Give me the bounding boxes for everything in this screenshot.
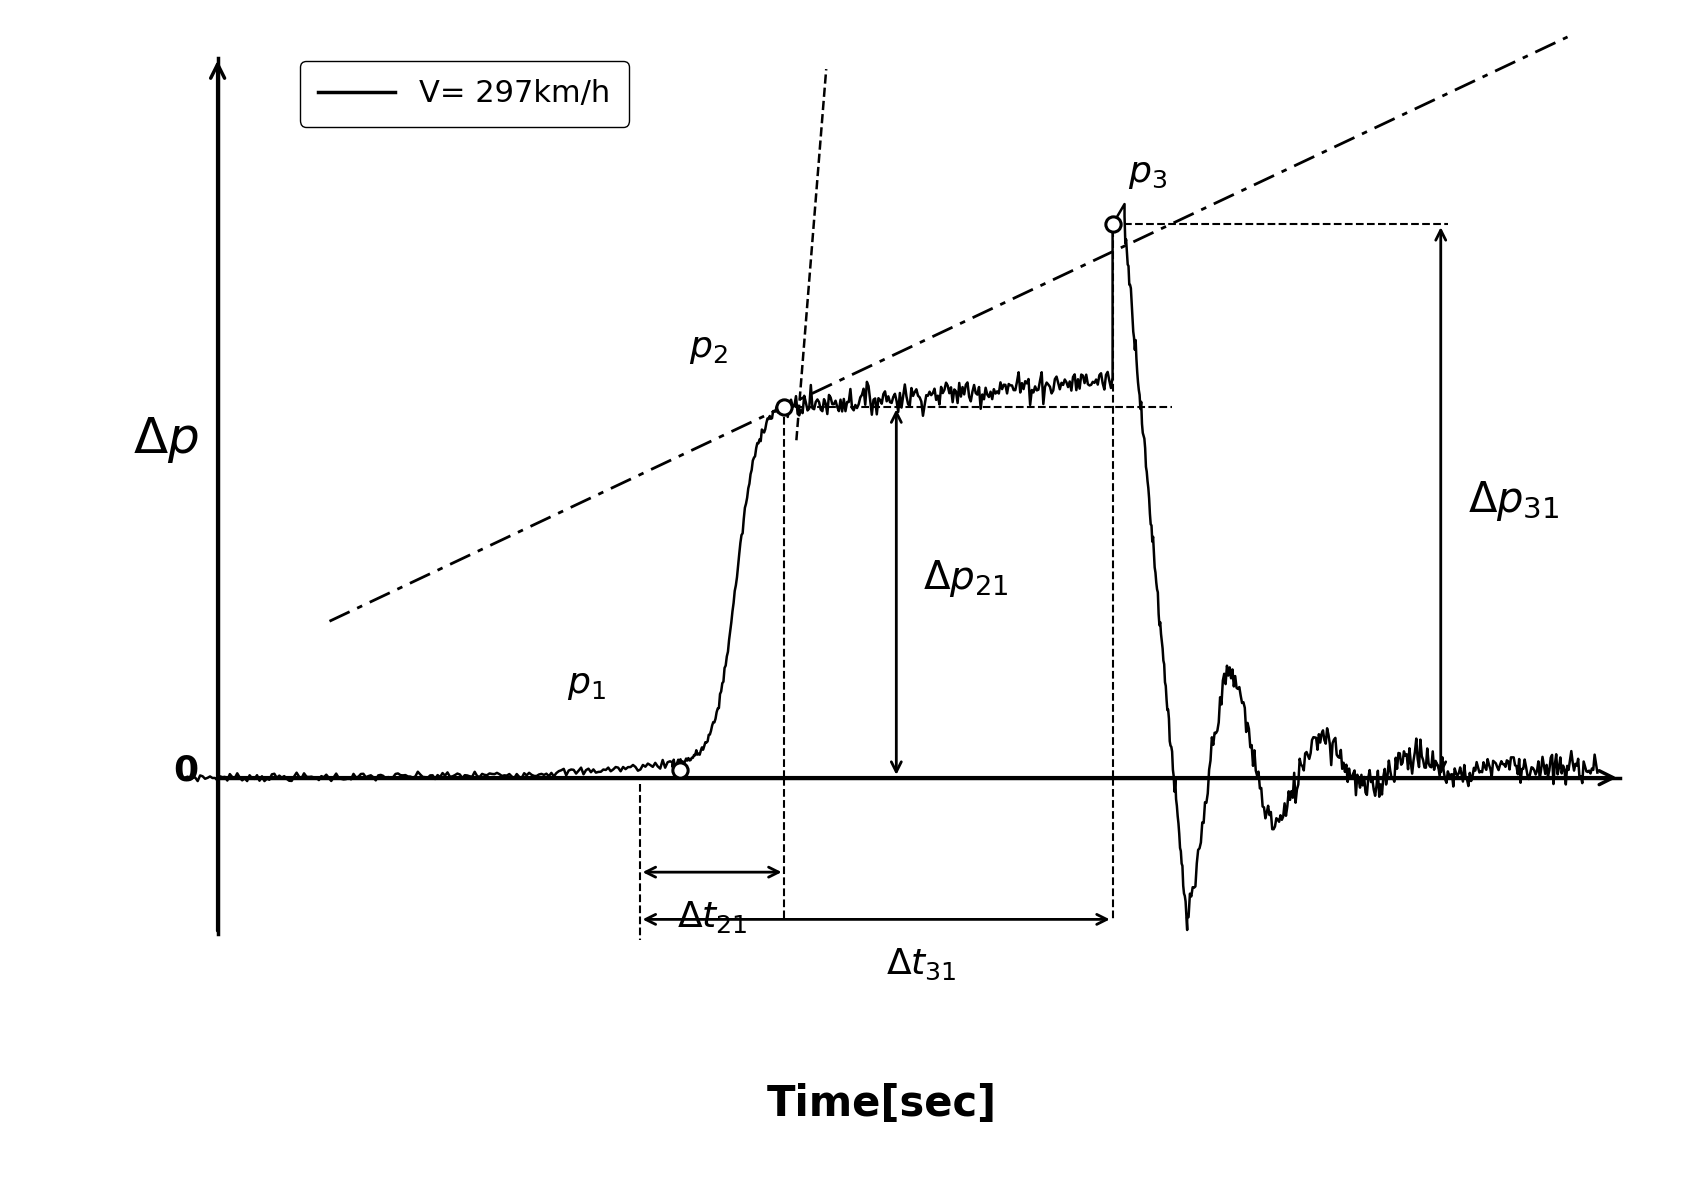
Text: $p_1$: $p_1$ — [566, 668, 605, 702]
Legend: V= 297km/h: V= 297km/h — [300, 61, 629, 126]
X-axis label: Time[sec]: Time[sec] — [766, 1084, 997, 1125]
Text: $\Delta t_{21}$: $\Delta t_{21}$ — [676, 900, 747, 935]
Text: $\Delta t_{31}$: $\Delta t_{31}$ — [885, 947, 956, 982]
Text: $p_2$: $p_2$ — [690, 332, 727, 365]
Text: $\Delta p_{21}$: $\Delta p_{21}$ — [924, 558, 1009, 599]
Text: $\Delta p_{31}$: $\Delta p_{31}$ — [1468, 479, 1559, 523]
Text: $p_3$: $p_3$ — [1127, 157, 1166, 191]
Text: $\Delta p$: $\Delta p$ — [132, 415, 198, 466]
Text: 0: 0 — [173, 753, 198, 788]
